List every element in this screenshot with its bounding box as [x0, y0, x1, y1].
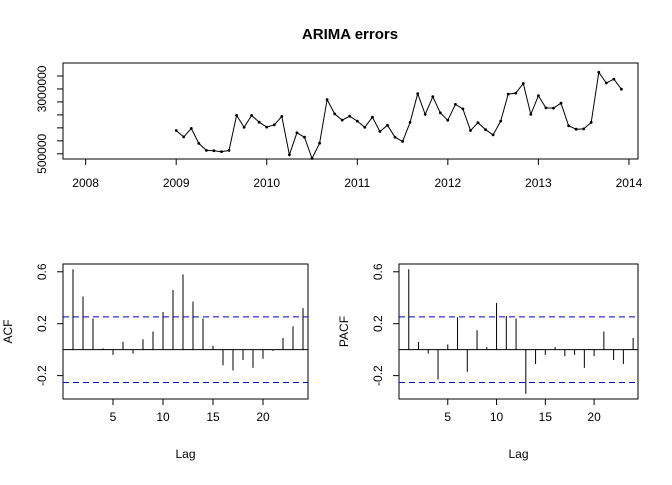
pacf-x-axis-label: Lag [508, 447, 528, 461]
ts-data-point [325, 98, 329, 101]
ts-data-point [499, 119, 503, 123]
ts-x-tick-label: 2009 [163, 176, 190, 190]
acf-x-tick-label: 5 [110, 410, 117, 424]
ts-data-point [469, 129, 472, 132]
acf-y-axis-label: ACF [1, 320, 15, 344]
ts-data-point [189, 126, 193, 130]
ts-data-point [318, 141, 321, 145]
ts-data-point [476, 121, 480, 125]
ts-data-point [265, 125, 269, 129]
ts-data-point [340, 118, 344, 122]
pacf-y-tick-label: -0.2 [371, 365, 385, 386]
ts-x-tick-label: 2013 [525, 176, 552, 190]
ts-x-tick-label: 2008 [72, 176, 99, 190]
pacf-x-tick-label: 15 [539, 410, 553, 424]
ts-data-point [333, 112, 337, 116]
ts-y-tick-label: 3000000 [35, 65, 49, 112]
ts-data-point [235, 114, 239, 117]
ts-data-point [529, 113, 533, 116]
ts-data-point [303, 135, 306, 139]
ts-data-point [288, 153, 291, 157]
ts-y-tick-label: 500000 [35, 133, 49, 173]
ts-plot-frame [62, 62, 639, 160]
ts-data-point [582, 127, 586, 131]
ts-data-point [242, 125, 246, 129]
ts-data-point [446, 118, 450, 122]
acf-x-tick-label: 15 [206, 410, 220, 424]
acf-y-tick-label: 0.2 [35, 315, 49, 332]
ts-data-point [371, 115, 374, 119]
ts-data-point [220, 150, 223, 154]
ts-data-point [250, 114, 254, 117]
ts-data-point [454, 102, 457, 106]
acf-x-tick-label: 10 [156, 410, 170, 424]
ts-data-point [438, 111, 442, 115]
ts-x-tick-label: 2012 [434, 176, 461, 190]
ts-data-point [348, 114, 352, 118]
pacf-y-axis-label: PACF [337, 316, 351, 347]
ts-data-point [461, 107, 465, 111]
ts-data-point [355, 119, 359, 123]
ts-data-point [521, 82, 525, 85]
ts-data-point [559, 101, 563, 105]
acf-y-tick-label: 0.6 [35, 263, 49, 280]
ts-data-point [514, 91, 518, 95]
ts-data-point [408, 121, 412, 124]
pacf-x-tick-label: 5 [444, 410, 451, 424]
ts-data-point [378, 130, 382, 133]
ts-data-point [612, 77, 616, 81]
ts-data-point [401, 140, 404, 143]
ts-data-point [205, 149, 208, 152]
ts-data-point [567, 124, 570, 128]
ts-data-point [257, 120, 261, 124]
ts-data-point [537, 94, 540, 98]
ts-data-point [310, 157, 314, 160]
ts-data-point [491, 133, 495, 137]
ts-data-point [544, 106, 548, 110]
pacf-x-tick-label: 10 [490, 410, 504, 424]
ts-data-point [431, 95, 435, 99]
ts-data-point [604, 81, 608, 85]
ts-data-point [597, 70, 601, 74]
ts-data-point [182, 135, 186, 139]
ts-x-tick-label: 2010 [253, 176, 280, 190]
ts-data-point [227, 149, 231, 152]
acf-x-tick-label: 20 [256, 410, 270, 424]
ts-data-point [272, 123, 276, 127]
ts-data-point [363, 125, 367, 129]
chart-title: ARIMA errors [302, 26, 398, 43]
ts-x-tick-label: 2014 [616, 176, 643, 190]
ts-data-point [295, 131, 299, 135]
ts-data-point [423, 113, 427, 116]
pacf-y-tick-label: 0.2 [371, 315, 385, 332]
pacf-y-tick-label: 0.6 [371, 263, 385, 280]
ts-data-point [574, 127, 578, 131]
pacf-plot-frame [398, 263, 639, 400]
ts-data-point [506, 92, 510, 96]
pacf-x-tick-label: 20 [587, 410, 601, 424]
ts-data-point [393, 135, 397, 139]
ts-data-point [589, 121, 593, 124]
ts-data-point [386, 123, 389, 127]
ts-data-point [620, 87, 623, 91]
ts-x-tick-label: 2011 [344, 176, 370, 190]
acf-y-tick-label: -0.2 [35, 365, 49, 386]
ts-data-point [484, 128, 487, 132]
ts-data-point [280, 115, 284, 118]
acf-x-axis-label: Lag [175, 447, 195, 461]
acf-plot-frame [62, 263, 309, 400]
ts-data-point [212, 149, 216, 153]
ts-data-point [552, 106, 555, 110]
ts-data-point [416, 92, 420, 95]
ts-series-line [175, 70, 622, 160]
ts-data-point [197, 142, 201, 145]
ts-data-point [174, 129, 178, 132]
